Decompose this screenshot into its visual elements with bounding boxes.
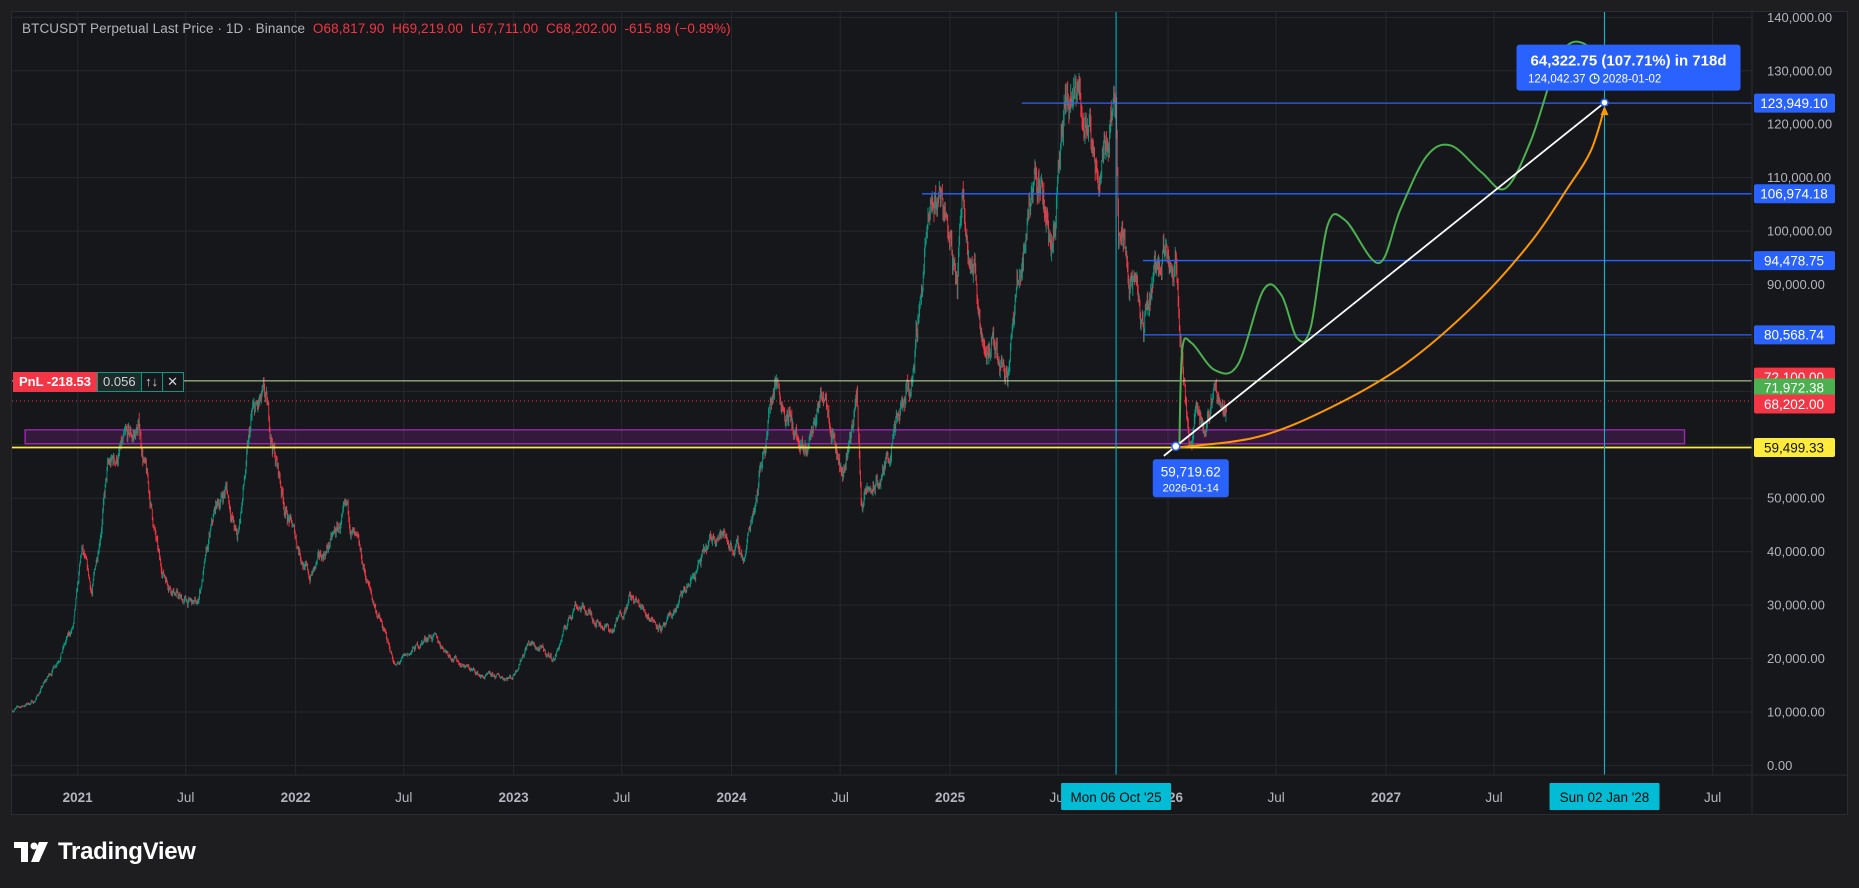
level-price-tag-bg [1754, 184, 1835, 204]
price-axis: 0.00 10,000.00 20,000.00 30,000.00 40,000.00… [12, 10, 1848, 815]
time-tick-label: 2027 [1371, 790, 1401, 805]
projection-curve-orange[interactable] [1178, 107, 1606, 449]
price-tick-label: 140,000.00 [1767, 10, 1832, 25]
date-marker-label: Mon 06 Oct '25 [1071, 790, 1162, 805]
position-quantity[interactable]: 0.056 [97, 372, 142, 392]
price-tick-label: 40,000.00 [1767, 544, 1825, 559]
tradingview-logo[interactable]: TradingView [14, 838, 196, 866]
trendline-start-date: 2026-01-14 [1163, 482, 1219, 494]
symbol-title: BTCUSDT Perpetual Last Price · 1D · Bina… [22, 21, 306, 36]
date-marker-label: Sun 02 Jan '28 [1560, 790, 1650, 805]
brand-name: TradingView [58, 838, 196, 865]
ohlc-high: H69,219.00 [392, 21, 463, 36]
price-tick-label: 130,000.00 [1767, 63, 1832, 78]
time-tick-label: 2025 [935, 790, 966, 805]
trendline-anchor-start[interactable] [1171, 441, 1181, 452]
close-position-icon[interactable]: ✕ [161, 372, 184, 392]
date-marker-tag [1061, 783, 1172, 810]
price-tick-label: 90,000.00 [1767, 277, 1825, 292]
time-tick-label: Jul [1485, 790, 1502, 805]
price-tick-label: 30,000.00 [1767, 598, 1825, 613]
level-price-tag: 106,974.18 [1760, 187, 1828, 202]
support-zone-rectangle[interactable] [24, 429, 1686, 445]
clock-hands [1594, 75, 1597, 80]
time-tick-label: 2021 [63, 790, 94, 805]
ohlc-change: -615.89 (−0.89%) [624, 21, 731, 36]
price-tick-label: 110,000.00 [1767, 170, 1831, 185]
level-price-tag-bg [1754, 325, 1835, 345]
time-tick-label: Jul [1267, 790, 1284, 805]
trendline-start-label[interactable] [1152, 459, 1229, 498]
tradingview-mark-icon [14, 842, 48, 862]
orange-arrowhead [1600, 106, 1609, 116]
price-tag: 59,499.33 [1764, 440, 1824, 455]
projection-curve-green[interactable] [1178, 40, 1605, 445]
pnl-value[interactable]: PnL -218.53 [13, 372, 98, 392]
price-tick-label: 120,000.00 [1767, 117, 1832, 132]
clock-icon [1589, 73, 1600, 84]
drawings[interactable]: 59,719.62 2026-01-14 64,322.75 (107.71%) i… [1115, 12, 1741, 775]
time-tick-label: Jul [177, 790, 194, 805]
horizontal-levels[interactable] [12, 102, 1752, 449]
price-tick-label: 0.00 [1767, 758, 1792, 773]
chart-panel[interactable] [11, 11, 1848, 815]
time-tick-label: 2022 [281, 790, 311, 805]
price-tick-label: 20,000.00 [1767, 651, 1825, 666]
ohlc-low: L67,711.00 [470, 21, 539, 36]
position-widget[interactable]: PnL -218.53 0.056 ↑↓ ✕ [13, 372, 184, 392]
price-tick-label: 100,000.00 [1767, 224, 1832, 239]
time-tick-label: 2023 [499, 790, 530, 805]
time-tick-label: Jul [395, 790, 412, 805]
price-tag-bg [1754, 394, 1835, 414]
level-price-tag: 94,478.75 [1764, 253, 1824, 268]
price-tick-label: 10,000.00 [1767, 704, 1825, 719]
level-price-tag: 80,568.74 [1764, 328, 1825, 343]
symbol-legend: BTCUSDT Perpetual Last Price · 1D · Bina… [22, 21, 731, 36]
measure-end-price: 124,042.37 [1528, 74, 1586, 86]
price-tag-bg [1754, 378, 1835, 398]
accumulation-zone[interactable] [24, 429, 1686, 445]
grid [12, 12, 1752, 775]
price-tag: 68,202.00 [1764, 397, 1824, 412]
ohlc-open: O68,817.90 [312, 21, 385, 36]
trendline-start-price: 59,719.62 [1161, 464, 1221, 479]
time-tick-label: Jul [832, 790, 849, 805]
ohlc-close: C68,202.00 [545, 21, 617, 36]
price-tick-label: 50,000.00 [1767, 491, 1825, 506]
time-axis: 2021Jul2022Jul2023Jul2024Jul2025Jul2026J… [63, 783, 1721, 810]
trendline[interactable] [1163, 100, 1607, 457]
measure-end-date: 2028-01-02 [1603, 74, 1662, 86]
level-price-tag: 123,949.10 [1760, 96, 1828, 111]
level-price-tag-bg [1754, 93, 1835, 113]
measure-change: 64,322.75 (107.71%) in 718d [1531, 53, 1727, 70]
level-price-tag-bg [1754, 251, 1835, 271]
time-tick-label: Jul [613, 790, 630, 805]
measure-label[interactable] [1516, 44, 1741, 91]
time-tick-label: Jul [1704, 790, 1721, 805]
time-tick-label: 2024 [717, 790, 748, 805]
trendline-anchor-end[interactable] [1600, 98, 1609, 107]
price-tag-bg [1754, 437, 1835, 457]
price-tag: 71,972.38 [1764, 381, 1824, 396]
reverse-position-icon[interactable]: ↑↓ [140, 372, 163, 392]
date-marker-tag [1549, 783, 1660, 810]
candles [12, 73, 1227, 713]
